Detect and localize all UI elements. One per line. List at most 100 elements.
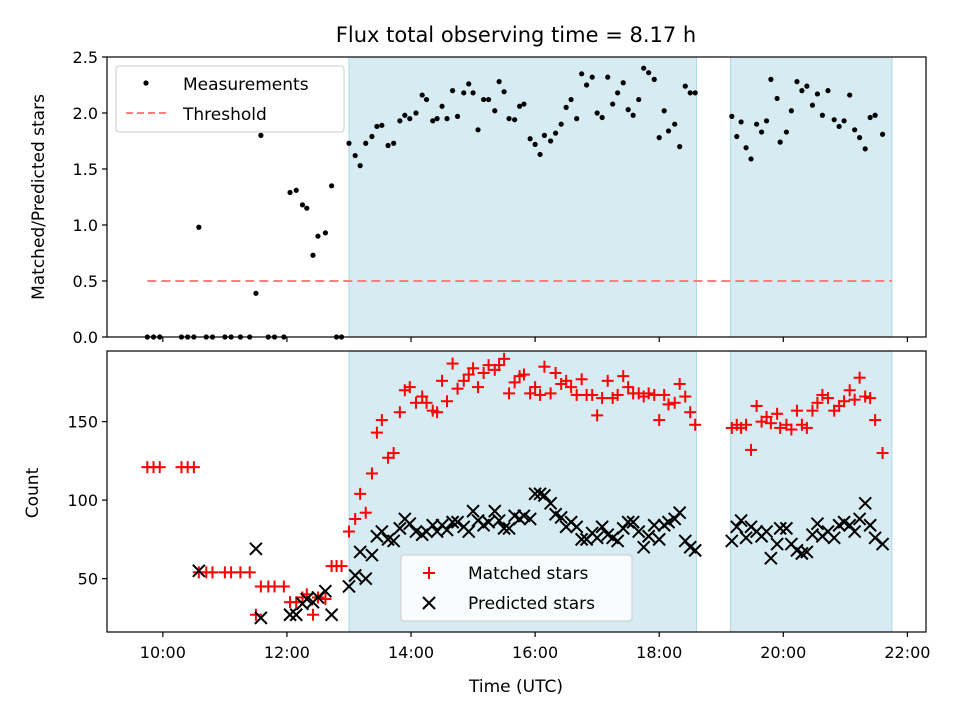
chart-title: Flux total observing time = 8.17 h bbox=[336, 23, 696, 47]
predicted-star-point bbox=[574, 532, 589, 547]
predicted-star-point bbox=[852, 512, 867, 526]
measurement-point bbox=[532, 141, 538, 147]
measurement-point bbox=[841, 118, 847, 124]
legend-predicted-marker bbox=[422, 596, 436, 610]
measurement-point bbox=[563, 104, 569, 110]
measurement-point bbox=[470, 90, 476, 96]
measurement-point bbox=[454, 113, 461, 119]
measurement-point bbox=[485, 96, 492, 103]
matched-star-point bbox=[806, 404, 819, 417]
predicted-star-point bbox=[386, 534, 401, 548]
measurement-point bbox=[449, 88, 456, 94]
matched-star-point bbox=[206, 566, 219, 579]
predicted-star-point bbox=[773, 521, 787, 536]
matched-star-point bbox=[544, 387, 557, 400]
predicted-star-point bbox=[636, 540, 651, 554]
predicted-star-point bbox=[875, 537, 890, 551]
measurement-point bbox=[434, 116, 440, 122]
top-y-tick-label: 2.0 bbox=[73, 104, 98, 123]
measurement-point bbox=[794, 79, 800, 85]
matched-star-point bbox=[375, 414, 388, 427]
matched-star-point bbox=[187, 461, 200, 474]
measurement-point bbox=[748, 156, 754, 162]
measurement-point bbox=[599, 114, 605, 121]
matched-star-point bbox=[668, 396, 681, 409]
measurement-point bbox=[768, 76, 774, 82]
bottom-legend: Matched stars Predicted stars bbox=[400, 554, 633, 622]
bot-observing-window-1 bbox=[730, 350, 893, 633]
matched-star-point bbox=[760, 410, 773, 423]
matched-star-point bbox=[662, 398, 675, 411]
matched-star-point bbox=[534, 388, 547, 401]
bot-x-tick-label: 18:00 bbox=[636, 643, 682, 662]
measurement-point bbox=[287, 189, 293, 196]
measurement-point bbox=[475, 127, 481, 133]
matched-star-point bbox=[538, 360, 551, 373]
predicted-star-point bbox=[466, 504, 480, 518]
matched-star-point bbox=[611, 388, 624, 401]
matched-star-point bbox=[359, 506, 372, 519]
bottom-y-axis-label: Count bbox=[23, 467, 43, 518]
matched-star-point bbox=[601, 374, 614, 387]
measurement-point bbox=[439, 103, 445, 109]
measurement-point bbox=[329, 183, 335, 189]
measurement-point bbox=[857, 135, 863, 141]
legend-predicted-label: Predicted stars bbox=[468, 594, 595, 614]
measurement-point bbox=[665, 128, 672, 134]
measurement-point bbox=[253, 290, 259, 296]
measurement-point bbox=[299, 202, 306, 208]
matched-star-point bbox=[653, 414, 666, 427]
predicted-star-point bbox=[770, 537, 784, 551]
predicted-star-point bbox=[365, 548, 379, 562]
measurement-point bbox=[692, 90, 698, 96]
predicted-star-point bbox=[759, 524, 774, 539]
legend-matched-marker bbox=[423, 567, 435, 579]
predicted-star-point bbox=[626, 515, 640, 529]
matched-star-point bbox=[821, 392, 834, 405]
predicted-star-point bbox=[375, 524, 389, 539]
predicted-star-point bbox=[537, 488, 552, 503]
legend-threshold-label: Threshold bbox=[182, 105, 267, 125]
measurement-point bbox=[758, 129, 765, 135]
measurement-point bbox=[879, 131, 886, 137]
matched-star-point bbox=[409, 396, 422, 409]
bot-x-tick-label: 16:00 bbox=[512, 643, 558, 662]
predicted-star-point bbox=[739, 531, 753, 545]
matched-star-point bbox=[349, 512, 362, 525]
predicted-star-point bbox=[800, 545, 814, 559]
measurement-point bbox=[852, 127, 858, 133]
measurement-point bbox=[527, 136, 533, 142]
matched-star-point bbox=[277, 580, 290, 593]
matched-star-point bbox=[462, 368, 475, 381]
measurement-point bbox=[831, 117, 837, 123]
measurement-point bbox=[357, 163, 363, 169]
measurement-point bbox=[847, 92, 853, 98]
matched-star-point bbox=[771, 407, 784, 420]
measurement-point bbox=[512, 117, 518, 123]
predicted-star-point bbox=[318, 584, 333, 598]
matched-star-point bbox=[306, 608, 319, 621]
top-y-tick-label: 1.5 bbox=[73, 160, 98, 179]
measurement-point bbox=[636, 96, 642, 103]
measurement-point bbox=[825, 88, 831, 94]
predicted-star-point bbox=[764, 551, 778, 565]
matched-star-point bbox=[503, 387, 516, 400]
predicted-star-point bbox=[569, 520, 584, 534]
matched-star-point bbox=[750, 399, 763, 412]
measurement-point bbox=[413, 110, 419, 116]
matched-star-point bbox=[354, 487, 367, 500]
matched-star-point bbox=[790, 404, 803, 417]
predicted-star-point bbox=[445, 515, 460, 529]
measurement-point bbox=[743, 145, 749, 151]
predicted-star-point bbox=[359, 571, 373, 586]
predicted-star-point bbox=[725, 534, 739, 548]
bot-x-tick-label: 14:00 bbox=[388, 643, 434, 662]
measurement-point bbox=[783, 129, 789, 135]
measurement-point bbox=[315, 233, 321, 239]
measurement-point bbox=[682, 83, 688, 89]
predicted-star-point bbox=[403, 516, 417, 531]
matched-star-point bbox=[420, 396, 433, 409]
matched-star-point bbox=[869, 414, 882, 427]
measurement-point bbox=[391, 140, 397, 146]
